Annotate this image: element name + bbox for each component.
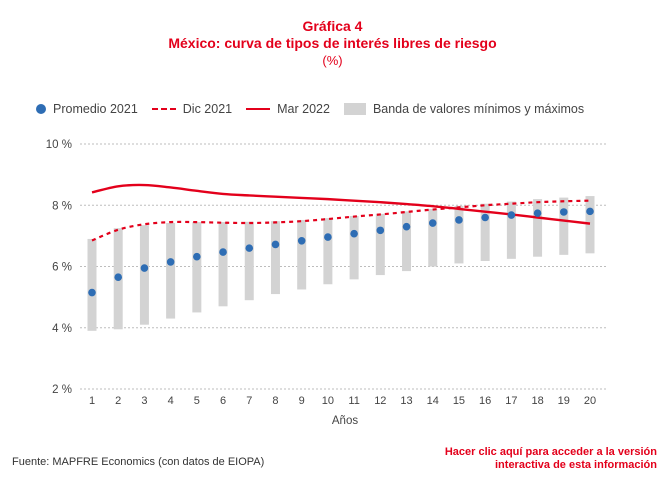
band-bar [192, 222, 201, 312]
y-tick-label: 2 % [52, 384, 72, 396]
band-bar [402, 211, 411, 271]
x-tick-label: 16 [479, 395, 491, 407]
grid-layer [80, 144, 606, 389]
series-point-promedio-2021 [193, 253, 201, 261]
series-point-promedio-2021 [272, 241, 280, 249]
band-bar [88, 239, 97, 331]
band-bar [376, 214, 385, 275]
series-point-promedio-2021 [455, 216, 463, 224]
x-tick-label: 11 [348, 395, 359, 407]
band-bar [271, 221, 280, 294]
band-bar [245, 222, 254, 300]
series-point-promedio-2021 [245, 244, 253, 252]
x-tick-label: 5 [194, 395, 200, 407]
x-tick-label: 18 [531, 395, 543, 407]
series-point-promedio-2021 [586, 208, 594, 216]
series-point-promedio-2021 [403, 223, 411, 231]
x-tick-label: 20 [584, 395, 596, 407]
x-tick-label: 9 [299, 395, 305, 407]
x-tick-label: 4 [168, 395, 174, 407]
source-note: Fuente: MAPFRE Economics (con datos de E… [12, 456, 264, 468]
x-tick-label: 15 [453, 395, 465, 407]
band-bar [586, 196, 595, 253]
y-tick-label: 8 % [52, 200, 72, 212]
band-bar [140, 225, 149, 325]
series-point-promedio-2021 [350, 230, 358, 238]
band-bar [297, 220, 306, 290]
series-point-promedio-2021 [114, 273, 122, 281]
x-tick-label: 6 [220, 395, 226, 407]
band-bar [507, 202, 516, 259]
band-bar [533, 199, 542, 257]
x-tick-label: 12 [374, 395, 386, 407]
x-tick-label: 8 [272, 395, 278, 407]
y-tick-label: 4 % [52, 323, 72, 335]
x-tick-label: 13 [400, 395, 412, 407]
band-bar [323, 218, 332, 284]
series-point-promedio-2021 [219, 248, 227, 256]
chart-plot: 2 %4 %6 %8 %10 %123456789101112131415161… [0, 0, 665, 481]
series-point-promedio-2021 [560, 208, 568, 216]
x-tick-label: 14 [427, 395, 439, 407]
band-bar [350, 216, 359, 279]
x-tick-label: 17 [505, 395, 517, 407]
interactive-version-link[interactable]: Hacer clic aquí para acceder a la versió… [445, 446, 657, 472]
x-tick-label: 10 [322, 395, 334, 407]
series-point-promedio-2021 [324, 233, 332, 241]
series-point-promedio-2021 [534, 209, 542, 217]
x-tick-label: 2 [115, 395, 121, 407]
x-axis-label: Años [332, 415, 358, 427]
cta-line-1: Hacer clic aquí para acceder a la versió… [445, 446, 657, 459]
series-point-promedio-2021 [141, 264, 149, 272]
point-layer [88, 208, 594, 297]
x-tick-label: 3 [141, 395, 147, 407]
series-point-promedio-2021 [88, 289, 96, 297]
band-bar [166, 223, 175, 319]
y-tick-label: 10 % [46, 139, 72, 151]
x-tick-label: 7 [246, 395, 252, 407]
series-point-promedio-2021 [429, 219, 437, 227]
x-tick-label: 19 [558, 395, 570, 407]
axis-layer: 2 %4 %6 %8 %10 %123456789101112131415161… [46, 139, 596, 427]
series-point-promedio-2021 [377, 227, 385, 235]
cta-line-2: interactiva de esta información [445, 459, 657, 472]
series-point-promedio-2021 [481, 214, 489, 222]
series-point-promedio-2021 [298, 237, 306, 245]
x-tick-label: 1 [89, 395, 95, 407]
band-bar [559, 198, 568, 255]
band-bar [454, 206, 463, 264]
y-tick-label: 6 % [52, 262, 72, 274]
series-point-promedio-2021 [167, 258, 175, 266]
series-point-promedio-2021 [508, 211, 516, 219]
band-bar [219, 222, 228, 306]
band-bar [428, 209, 437, 267]
